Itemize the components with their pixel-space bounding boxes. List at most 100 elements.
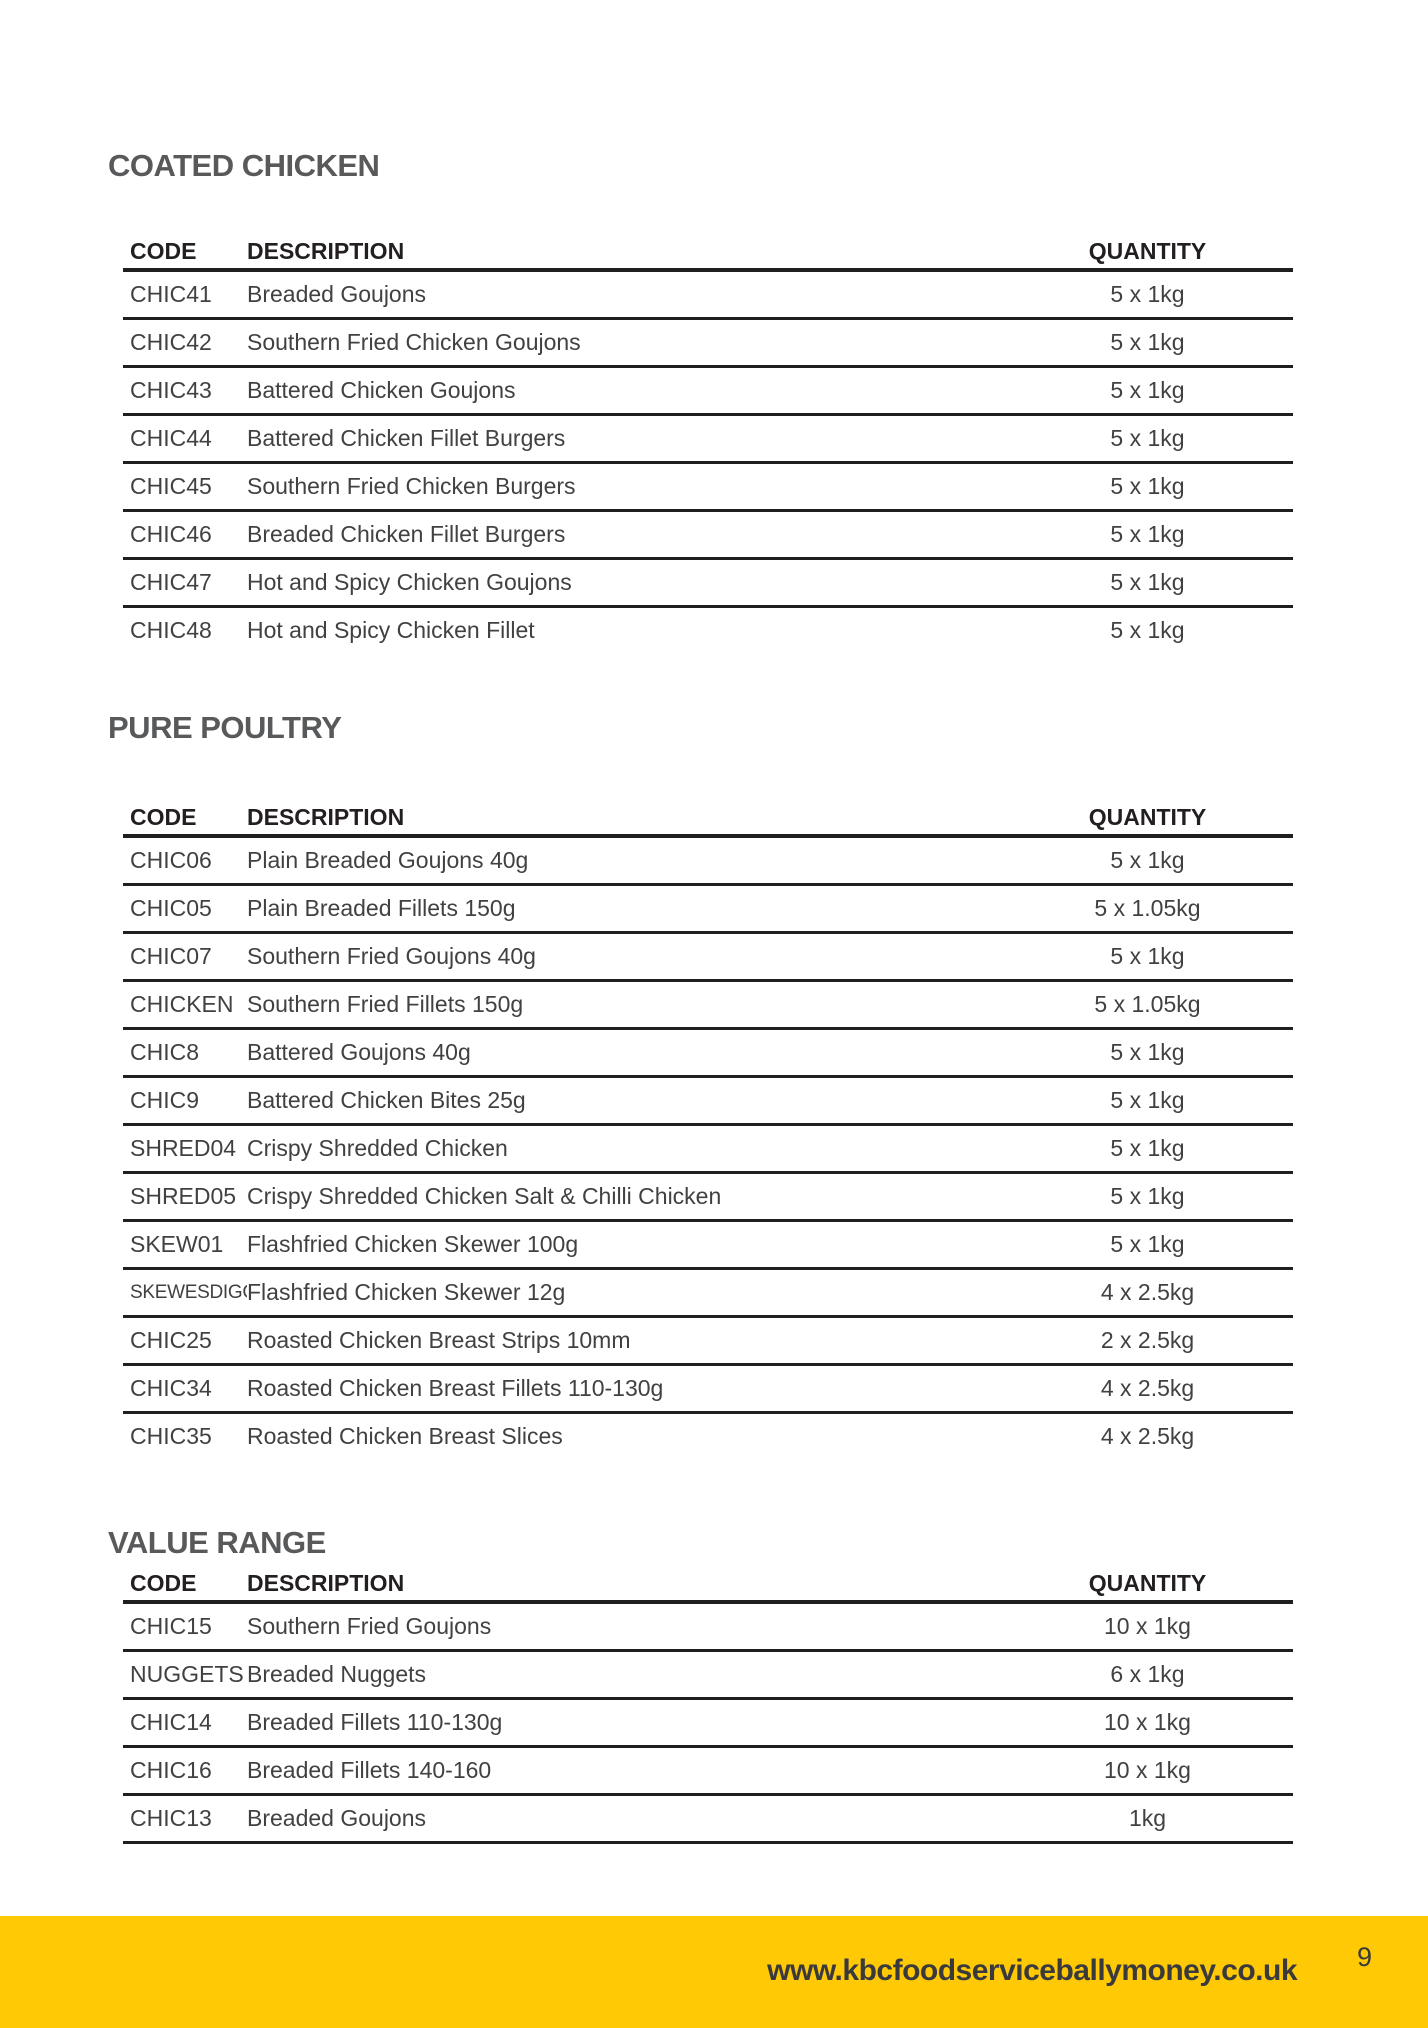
quantity-cell: 5 x 1kg (1002, 366, 1293, 416)
quantity-cell: 5 x 1kg (1002, 1220, 1293, 1270)
table-row: CHIC45 Southern Fried Chicken Burgers 5 x … (123, 462, 1293, 512)
code-cell: CHIC9 (123, 1076, 247, 1126)
column-header-quantity: QUANTITY (1002, 1566, 1293, 1604)
code-cell: CHIC46 (123, 510, 247, 560)
quantity-cell: 5 x 1.05kg (1002, 980, 1293, 1030)
quantity-cell: 4 x 2.5kg (1002, 1268, 1293, 1318)
description-cell: Flashfried Chicken Skewer 12g (247, 1268, 1002, 1318)
table-row: CHIC46 Breaded Chicken Fillet Burgers 5 x … (123, 510, 1293, 560)
quantity-cell: 6 x 1kg (1002, 1650, 1293, 1700)
table-row: SHRED04 Crispy Shredded Chicken 5 x 1kg (123, 1124, 1293, 1174)
product-table: CODE DESCRIPTION QUANTITY CHIC41 Breaded … (123, 234, 1293, 653)
description-cell: Southern Fried Goujons (247, 1602, 1002, 1652)
code-cell: CHIC47 (123, 558, 247, 608)
quantity-cell: 4 x 2.5kg (1002, 1364, 1293, 1414)
description-cell: Southern Fried Chicken Goujons (247, 318, 1002, 368)
code-cell: CHIC34 (123, 1364, 247, 1414)
code-cell: CHIC41 (123, 270, 247, 320)
code-cell: CHIC44 (123, 414, 247, 464)
code-cell: CHIC42 (123, 318, 247, 368)
description-cell: Battered Goujons 40g (247, 1028, 1002, 1078)
code-cell: SHRED05 (123, 1172, 247, 1222)
quantity-cell: 10 x 1kg (1002, 1746, 1293, 1796)
quantity-cell: 5 x 1kg (1002, 510, 1293, 560)
table-header-row: CODE DESCRIPTION QUANTITY (123, 234, 1293, 272)
description-cell: Breaded Nuggets (247, 1650, 1002, 1700)
quantity-cell: 10 x 1kg (1002, 1698, 1293, 1748)
table-row: CHIC47 Hot and Spicy Chicken Goujons 5 x 1… (123, 558, 1293, 608)
table-row: CHIC41 Breaded Goujons 5 x 1kg (123, 270, 1293, 320)
description-cell: Battered Chicken Goujons (247, 366, 1002, 416)
quantity-cell: 5 x 1kg (1002, 318, 1293, 368)
column-header-quantity: QUANTITY (1002, 234, 1293, 272)
description-cell: Battered Chicken Fillet Burgers (247, 414, 1002, 464)
quantity-cell: 5 x 1kg (1002, 1172, 1293, 1222)
table-row: CHIC16 Breaded Fillets 140-160 10 x 1kg (123, 1746, 1293, 1796)
description-cell: Breaded Fillets 140-160 (247, 1746, 1002, 1796)
table-row: CHIC15 Southern Fried Goujons 10 x 1kg (123, 1602, 1293, 1652)
column-header-description: DESCRIPTION (247, 234, 1002, 272)
quantity-cell: 5 x 1kg (1002, 270, 1293, 320)
description-cell: Roasted Chicken Breast Fillets 110-130g (247, 1364, 1002, 1414)
description-cell: Crispy Shredded Chicken (247, 1124, 1002, 1174)
table-row: CHIC25 Roasted Chicken Breast Strips 10mm… (123, 1316, 1293, 1366)
code-cell: NUGGETS (123, 1650, 247, 1700)
table-row: CHIC42 Southern Fried Chicken Goujons 5 x … (123, 318, 1293, 368)
code-cell: CHIC14 (123, 1698, 247, 1748)
column-header-description: DESCRIPTION (247, 1566, 1002, 1604)
quantity-cell: 5 x 1kg (1110, 617, 1185, 643)
code-cell: SHRED04 (123, 1124, 247, 1174)
column-header-code: CODE (123, 1566, 247, 1604)
code-cell: CHIC16 (123, 1746, 247, 1796)
quantity-cell: 5 x 1kg (1002, 1124, 1293, 1174)
quantity-cell: 5 x 1kg (1002, 932, 1293, 982)
description-cell: Plain Breaded Fillets 150g (247, 884, 1002, 934)
quantity-cell: 5 x 1kg (1002, 462, 1293, 512)
code-cell: CHIC43 (123, 366, 247, 416)
table-row: NUGGETS Breaded Nuggets 6 x 1kg (123, 1650, 1293, 1700)
code-cell: CHIC07 (123, 932, 247, 982)
section-title: COATED CHICKEN (108, 148, 380, 183)
product-table: CODE DESCRIPTION QUANTITY CHIC06 Plain Br… (123, 800, 1293, 1459)
description-cell: Roasted Chicken Breast Strips 10mm (247, 1316, 1002, 1366)
quantity-cell: 4 x 2.5kg (1100, 1423, 1195, 1449)
code-cell: CHIC06 (123, 836, 247, 886)
table-row: CHIC9 Battered Chicken Bites 25g 5 x 1kg (123, 1076, 1293, 1126)
column-header-quantity: QUANTITY (1002, 800, 1293, 838)
code-cell: SKEWESDIGG (123, 1268, 247, 1318)
table-row: CHIC48 Hot and Spicy Chicken Fillet 5 x 1k… (123, 607, 1293, 654)
description-cell: Breaded Goujons (247, 1794, 1002, 1844)
description-cell: Breaded Fillets 110-130g (247, 1698, 1002, 1748)
code-cell: CHICKEN (123, 980, 247, 1030)
table-row: CHIC44 Battered Chicken Fillet Burgers 5 x… (123, 414, 1293, 464)
quantity-cell: 5 x 1kg (1002, 1076, 1293, 1126)
footer-website: www.kbcfoodserviceballymoney.co.uk (767, 1954, 1297, 1987)
description-cell: Southern Fried Goujons 40g (247, 932, 1002, 982)
table-row: SKEWESDIGG Flashfried Chicken Skewer 12g 4… (123, 1268, 1293, 1318)
table-row: CHIC34 Roasted Chicken Breast Fillets 110… (123, 1364, 1293, 1414)
table-row: CHIC8 Battered Goujons 40g 5 x 1kg (123, 1028, 1293, 1078)
table-row: SHRED05 Crispy Shredded Chicken Salt & Ch… (123, 1172, 1293, 1222)
section-title: VALUE RANGE (108, 1525, 326, 1560)
quantity-cell: 10 x 1kg (1002, 1602, 1293, 1652)
table-header-row: CODE DESCRIPTION QUANTITY (123, 1566, 1293, 1604)
table-row: CHIC13 Breaded Goujons 1kg (123, 1794, 1293, 1844)
quantity-cell: 5 x 1kg (1002, 836, 1293, 886)
description-cell: Southern Fried Chicken Burgers (247, 462, 1002, 512)
description-cell: Roasted Chicken Breast Slices (247, 1423, 563, 1449)
table-row: CHIC14 Breaded Fillets 110-130g 10 x 1kg (123, 1698, 1293, 1748)
column-header-description: DESCRIPTION (247, 800, 1002, 838)
quantity-cell: 5 x 1kg (1002, 1028, 1293, 1078)
product-table: CODE DESCRIPTION QUANTITY CHIC15 Southern… (123, 1566, 1293, 1844)
code-cell: SKEW01 (123, 1220, 247, 1270)
table-row: CHIC43 Battered Chicken Goujons 5 x 1kg (123, 366, 1293, 416)
table-header-row: CODE DESCRIPTION QUANTITY (123, 800, 1293, 838)
section-title: PURE POULTRY (108, 710, 342, 745)
table-row: CHICKEN Southern Fried Fillets 150g 5 x 1.… (123, 980, 1293, 1030)
code-cell: CHIC8 (123, 1028, 247, 1078)
code-cell: CHIC48 (130, 617, 212, 643)
section-value-range: VALUE RANGE CODE DESCRIPTION QUANTITY CH… (108, 1527, 1318, 1844)
quantity-cell: 2 x 2.5kg (1002, 1316, 1293, 1366)
code-cell: CHIC25 (123, 1316, 247, 1366)
